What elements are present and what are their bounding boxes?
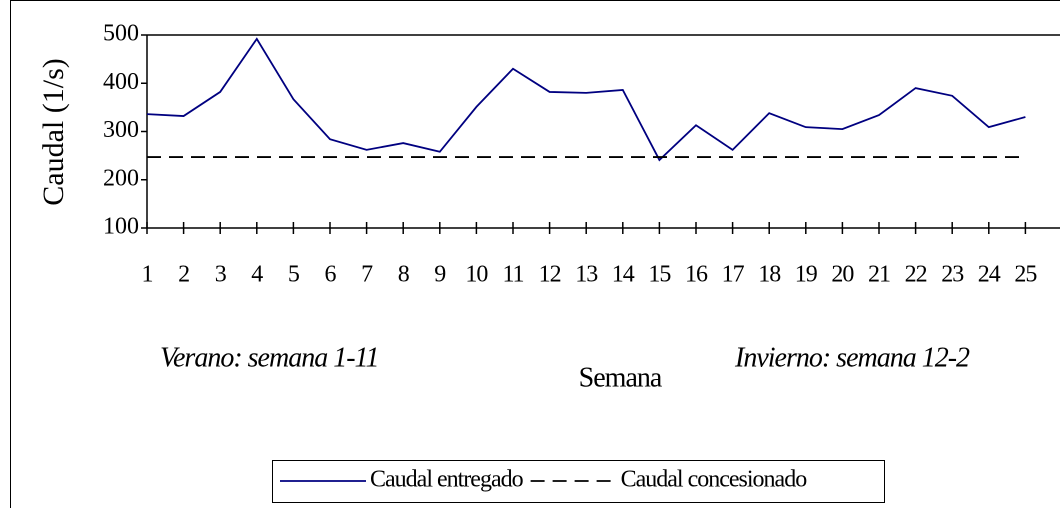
x-tick-label: 15 (648, 262, 671, 288)
x-tick-label: 19 (795, 262, 818, 288)
x-tick-label: 2 (178, 262, 189, 288)
x-tick-label: 22 (905, 262, 927, 288)
y-tick-label: 500 (103, 21, 139, 47)
x-tick-label: 18 (758, 262, 781, 288)
x-tick-label: 11 (502, 262, 523, 288)
annotation: Verano: semana 1-11 (160, 342, 378, 373)
x-tick-label: 10 (465, 262, 488, 288)
x-tick-label: 13 (575, 262, 598, 288)
legend-label: Caudal entregado (370, 467, 524, 493)
legend-label: Caudal concesionado (621, 467, 808, 493)
x-tick-label: 1 (142, 262, 153, 288)
y-tick-label: 400 (103, 69, 139, 95)
x-tick-label: 24 (978, 262, 1001, 288)
x-tick-label: 3 (215, 262, 227, 288)
annotation: Invierno: semana 12-2 (734, 342, 970, 373)
x-tick-label: 21 (868, 262, 890, 288)
x-tick-label: 25 (1014, 262, 1037, 288)
data-line (146, 37, 1026, 162)
x-tick-label: 8 (398, 262, 410, 288)
x-tick-label: 17 (722, 262, 745, 288)
x-tick-label: 9 (434, 262, 446, 288)
x-tick-label: 20 (831, 262, 854, 288)
y-axis-label: Caudal (1/s) (37, 58, 70, 205)
x-tick-label: 7 (361, 262, 373, 288)
x-tick-label: 4 (251, 262, 263, 288)
x-tick-label: 12 (539, 262, 561, 288)
y-tick-label: 300 (103, 117, 139, 143)
y-tick-label: 100 (103, 214, 139, 240)
x-tick-label: 23 (941, 262, 964, 288)
x-axis-label: Semana (579, 362, 663, 393)
x-tick-label: 5 (288, 262, 300, 288)
y-tick-label: 200 (103, 165, 139, 191)
x-tick-label: 6 (325, 262, 337, 288)
x-tick-label: 16 (685, 262, 708, 288)
chart-frame (10, 0, 1060, 508)
x-tick-label: 14 (612, 262, 635, 288)
